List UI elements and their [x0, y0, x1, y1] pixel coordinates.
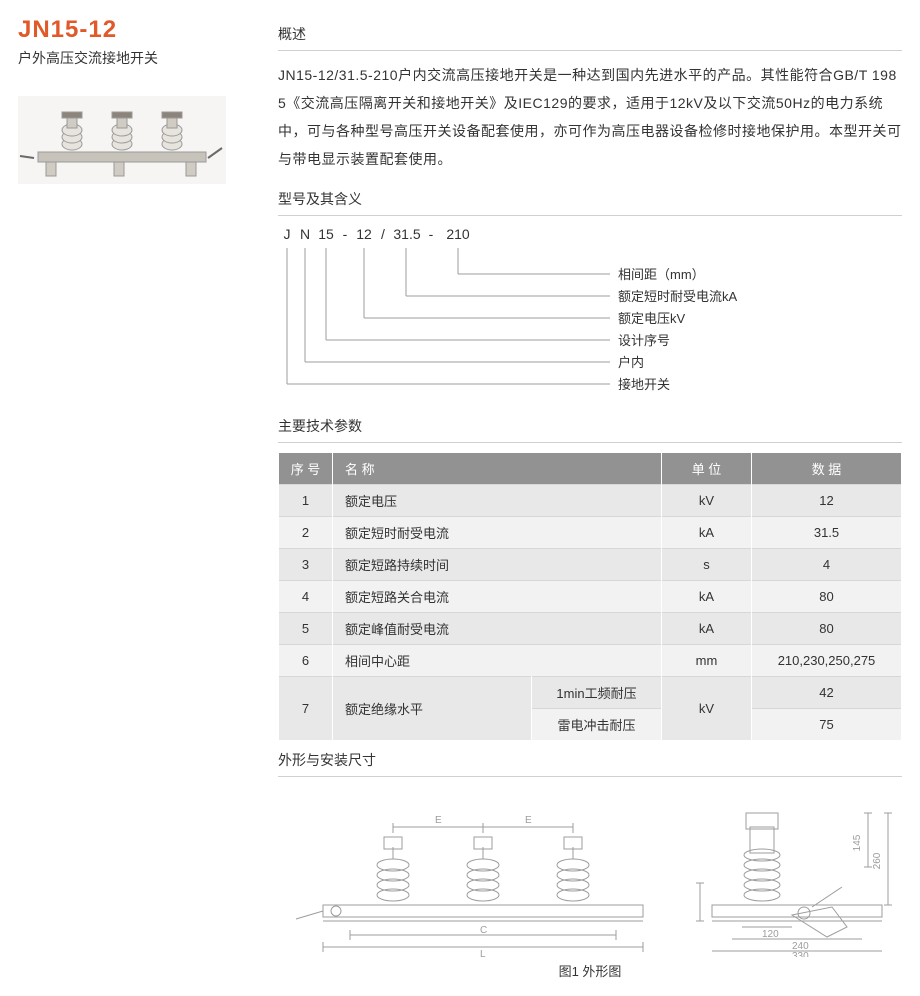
td-name: 额定电压 [333, 485, 662, 517]
model-diagram: J N 15 - 12 / 31.5 - 210 [278, 226, 902, 396]
dim-E: E [435, 815, 442, 826]
model-label: 接地开关 [618, 374, 737, 396]
tok-N: N [296, 226, 314, 242]
td-unit: s [662, 549, 752, 581]
overview-text: JN15-12/31.5-210户内交流高压接地开关是一种达到国内先进水平的产品… [278, 61, 902, 173]
dim-88: 88 [692, 899, 695, 911]
td-idx: 7 [279, 677, 333, 741]
model-tokens: J N 15 - 12 / 31.5 - 210 [278, 226, 478, 242]
product-title: 户外高压交流接地开关 [18, 48, 278, 68]
model-label: 额定电压kV [618, 308, 737, 330]
td-name: 额定短路持续时间 [333, 549, 662, 581]
left-col: JN15-12 户外高压交流接地开关 [18, 16, 278, 980]
right-col: 概述 JN15-12/31.5-210户内交流高压接地开关是一种达到国内先进水平… [278, 16, 902, 980]
td-idx: 3 [279, 549, 333, 581]
dim-C: C [480, 925, 487, 936]
td-sub: 雷电冲击耐压 [532, 709, 662, 741]
tok-J: J [278, 226, 296, 242]
th-idx: 序 号 [279, 453, 333, 485]
dim-L: L [480, 949, 486, 957]
drawing-front: E E C L [288, 787, 678, 957]
td-name: 额定短路关合电流 [333, 581, 662, 613]
td-idx: 2 [279, 517, 333, 549]
tok-d2: - [424, 226, 438, 242]
td-idx: 5 [279, 613, 333, 645]
model-label: 户内 [618, 352, 737, 374]
spec-table-head-row: 序 号 名 称 单 位 数 据 [279, 453, 902, 485]
tok-d1: - [338, 226, 352, 242]
td-val: 210,230,250,275 [752, 645, 902, 677]
tok-210: 210 [438, 226, 478, 242]
section-title-overview: 概述 [278, 24, 902, 44]
dim-E: E [525, 815, 532, 826]
drawings-row: E E C L [278, 787, 902, 957]
table-row: 6相间中心距mm210,230,250,275 [279, 645, 902, 677]
table-row: 2额定短时耐受电流kA31.5 [279, 517, 902, 549]
td-unit: kV [662, 485, 752, 517]
section-title-spec: 主要技术参数 [278, 416, 902, 436]
tok-315: 31.5 [390, 226, 424, 242]
spec-table: 序 号 名 称 单 位 数 据 1额定电压kV122额定短时耐受电流kA31.5… [278, 453, 902, 740]
figure-caption: 图1 外形图 [278, 961, 902, 980]
table-row: 4额定短路关合电流kA80 [279, 581, 902, 613]
section-title-dim: 外形与安装尺寸 [278, 750, 902, 770]
model-labels: 相间距（mm） 额定短时耐受电流kA 额定电压kV 设计序号 户内 接地开关 [618, 264, 737, 396]
td-name: 额定绝缘水平 [333, 677, 532, 741]
th-unit: 单 位 [662, 453, 752, 485]
td-unit: kA [662, 613, 752, 645]
table-row: 7 额定绝缘水平 1min工频耐压 kV 42 [279, 677, 902, 709]
section-title-model: 型号及其含义 [278, 189, 902, 209]
td-val: 42 [752, 677, 902, 709]
product-code: JN15-12 [18, 16, 278, 44]
td-val: 80 [752, 581, 902, 613]
table-row: 5额定峰值耐受电流kA80 [279, 613, 902, 645]
td-val: 75 [752, 709, 902, 741]
product-image-svg [18, 96, 226, 184]
model-bracket-svg [278, 246, 618, 396]
dim-120: 120 [762, 929, 779, 940]
model-label: 额定短时耐受电流kA [618, 286, 737, 308]
dim-330: 330 [792, 951, 809, 957]
divider [278, 215, 902, 216]
table-row: 1额定电压kV12 [279, 485, 902, 517]
drawing-front-svg: E E C L [288, 787, 678, 957]
drawings-section: 外形与安装尺寸 [278, 750, 902, 980]
model-label: 设计序号 [618, 330, 737, 352]
td-unit: kV [662, 677, 752, 741]
divider [278, 442, 902, 443]
th-name: 名 称 [333, 453, 662, 485]
td-unit: kA [662, 581, 752, 613]
td-unit: kA [662, 517, 752, 549]
td-unit: mm [662, 645, 752, 677]
td-idx: 6 [279, 645, 333, 677]
tok-12: 12 [352, 226, 376, 242]
td-val: 4 [752, 549, 902, 581]
tok-sl: / [376, 226, 390, 242]
td-val: 31.5 [752, 517, 902, 549]
td-val: 12 [752, 485, 902, 517]
dim-145: 145 [852, 834, 863, 851]
table-row: 3额定短路持续时间s4 [279, 549, 902, 581]
model-label: 相间距（mm） [618, 264, 737, 286]
divider [278, 776, 902, 777]
tok-15: 15 [314, 226, 338, 242]
td-idx: 1 [279, 485, 333, 517]
td-idx: 4 [279, 581, 333, 613]
product-image [18, 96, 226, 184]
td-name: 相间中心距 [333, 645, 662, 677]
dim-260: 260 [872, 852, 883, 869]
drawing-side-svg: 260 145 88 [692, 787, 892, 957]
drawing-side: 260 145 88 [692, 787, 892, 957]
td-val: 80 [752, 613, 902, 645]
td-name: 额定短时耐受电流 [333, 517, 662, 549]
divider [278, 50, 902, 51]
td-sub: 1min工频耐压 [532, 677, 662, 709]
page-root: JN15-12 户外高压交流接地开关 [18, 16, 902, 980]
td-name: 额定峰值耐受电流 [333, 613, 662, 645]
th-val: 数 据 [752, 453, 902, 485]
